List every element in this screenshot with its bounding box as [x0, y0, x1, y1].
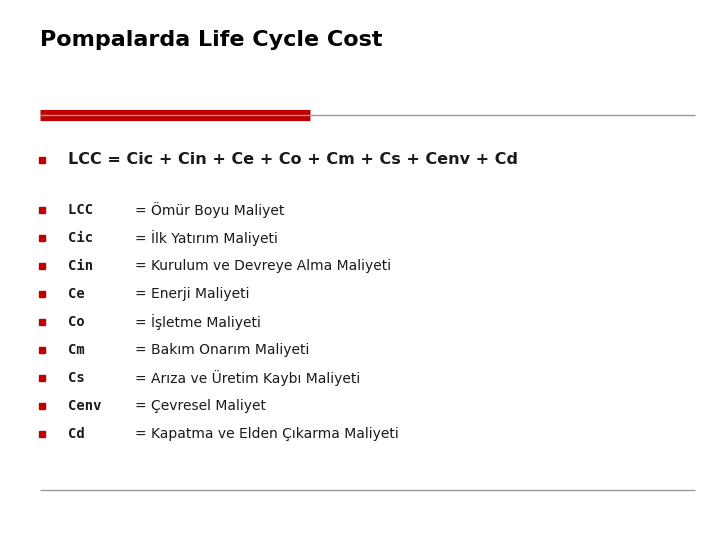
Text: Cic: Cic	[68, 231, 110, 245]
Text: = Bakım Onarım Maliyeti: = Bakım Onarım Maliyeti	[135, 343, 310, 357]
Text: = Enerji Maliyeti: = Enerji Maliyeti	[135, 287, 250, 301]
Text: Ce: Ce	[68, 287, 110, 301]
Text: Cin: Cin	[68, 259, 110, 273]
Text: = İlk Yatırım Maliyeti: = İlk Yatırım Maliyeti	[135, 230, 278, 246]
Text: = İşletme Maliyeti: = İşletme Maliyeti	[135, 314, 261, 330]
Text: = Kapatma ve Elden Çıkarma Maliyeti: = Kapatma ve Elden Çıkarma Maliyeti	[135, 427, 399, 441]
Text: = Çevresel Maliyet: = Çevresel Maliyet	[135, 399, 266, 413]
Text: Co: Co	[68, 315, 110, 329]
Text: LCC = Cic + Cin + Ce + Co + Cm + Cs + Cenv + Cd: LCC = Cic + Cin + Ce + Co + Cm + Cs + Ce…	[68, 152, 518, 167]
Text: LCC: LCC	[68, 203, 102, 217]
Text: Cd: Cd	[68, 427, 110, 441]
Text: = Kurulum ve Devreye Alma Maliyeti: = Kurulum ve Devreye Alma Maliyeti	[135, 259, 391, 273]
Text: = Ömür Boyu Maliyet: = Ömür Boyu Maliyet	[135, 202, 284, 218]
Text: Cs: Cs	[68, 371, 110, 385]
Text: Cenv: Cenv	[68, 399, 102, 413]
Text: Pompalarda Life Cycle Cost: Pompalarda Life Cycle Cost	[40, 30, 382, 50]
Text: Cm: Cm	[68, 343, 102, 357]
Text: = Arıza ve Üretim Kaybı Maliyeti: = Arıza ve Üretim Kaybı Maliyeti	[135, 370, 360, 386]
